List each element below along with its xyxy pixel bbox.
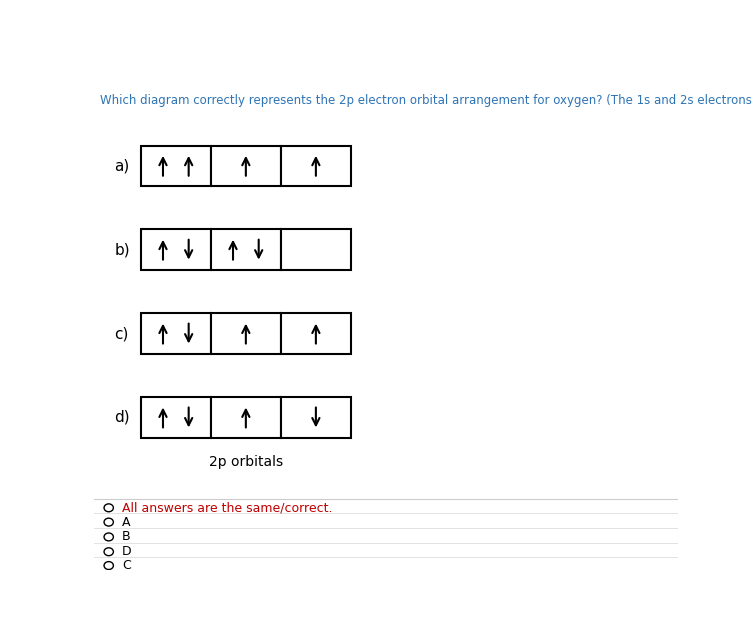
Bar [211, 146, 281, 186]
Text: D: D [122, 545, 132, 558]
Bar [141, 146, 211, 186]
Bar [281, 397, 351, 438]
Text: d): d) [114, 410, 130, 425]
Bar [141, 229, 211, 270]
Text: B: B [122, 530, 131, 544]
Bar [141, 397, 211, 438]
Bar [211, 313, 281, 354]
Bar [281, 229, 351, 270]
Text: 2p orbitals: 2p orbitals [209, 455, 283, 469]
Text: C: C [122, 559, 131, 572]
Bar [281, 313, 351, 354]
Text: Which diagram correctly represents the 2p electron orbital arrangement for oxyge: Which diagram correctly represents the 2… [100, 94, 753, 107]
Text: c): c) [114, 326, 129, 341]
Bar [211, 397, 281, 438]
Text: A: A [122, 515, 130, 529]
Text: a): a) [114, 158, 130, 173]
Bar [141, 313, 211, 354]
Bar [281, 146, 351, 186]
Bar [211, 229, 281, 270]
Text: All answers are the same/correct.: All answers are the same/correct. [122, 501, 333, 514]
Text: b): b) [114, 242, 130, 257]
